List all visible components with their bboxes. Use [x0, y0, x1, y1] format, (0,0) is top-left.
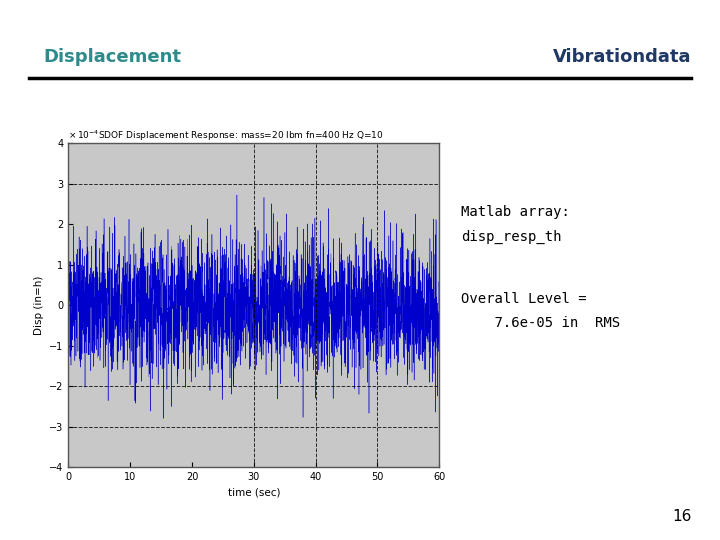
Text: Matlab array:: Matlab array:	[461, 205, 570, 219]
Text: $\times\,10^{-4}$SDOF Displacement Response: mass=20 lbm fn=400 Hz Q=10: $\times\,10^{-4}$SDOF Displacement Respo…	[68, 129, 384, 143]
Text: 16: 16	[672, 509, 691, 524]
Y-axis label: Disp (in=h): Disp (in=h)	[34, 275, 44, 335]
Text: Overall Level =: Overall Level =	[461, 292, 586, 306]
Text: Vibrationdata: Vibrationdata	[553, 48, 691, 66]
Text: disp_resp_th: disp_resp_th	[461, 230, 562, 244]
Text: Displacement: Displacement	[43, 48, 181, 66]
X-axis label: time (sec): time (sec)	[228, 488, 280, 497]
Text: 7.6e-05 in  RMS: 7.6e-05 in RMS	[461, 316, 620, 330]
